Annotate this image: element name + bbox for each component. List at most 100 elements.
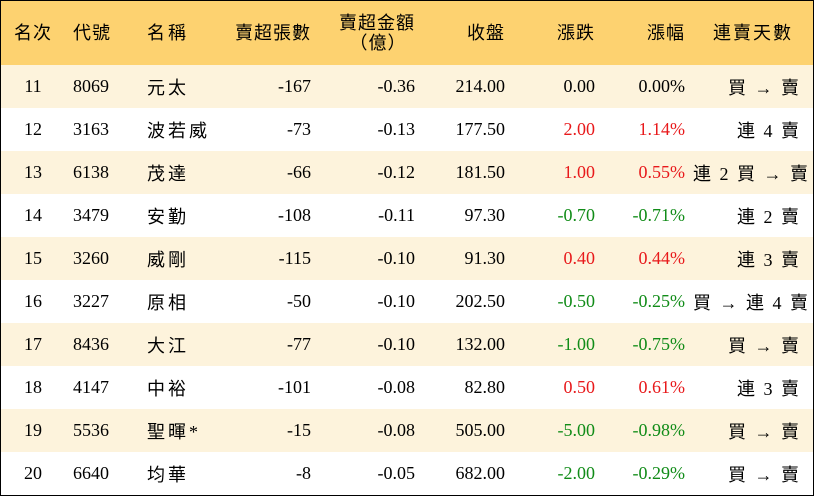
cell-net-sell-amount: -0.10 — [377, 291, 416, 311]
table-row: 20 6640 均華 -8 -0.05 682.00 -2.00 -0.29% 買 → 賣 — [1, 452, 813, 495]
table-row: 11 8069 元太 -167 -0.36 214.00 0.00 0.00% 買 → 賣 — [1, 65, 813, 108]
cell-close: 202.50 — [455, 291, 506, 311]
cell-rank: 12 — [24, 119, 42, 139]
cell-close: 82.80 — [464, 377, 506, 397]
cell-code: 8436 — [73, 334, 109, 354]
cell-streak: 買 → 連 4 賣 — [693, 292, 810, 313]
table-row: 15 3260 威剛 -115 -0.10 91.30 0.40 0.44% 連 3 賣 — [1, 237, 813, 280]
cell-change: 0.00 — [563, 76, 596, 96]
cell-streak: 連 4 賣 — [737, 120, 801, 141]
cell-change-pct: 0.00% — [638, 76, 686, 96]
cell-net-sell-lots: -167 — [278, 76, 311, 96]
cell-net-sell-lots: -15 — [287, 420, 311, 440]
header-net-sell-lots: 賣超張數 — [235, 23, 311, 43]
table-row: 17 8436 大江 -77 -0.10 132.00 -1.00 -0.75% 買 → 賣 — [1, 323, 813, 366]
cell-streak: 買 → 賣 — [728, 464, 801, 485]
cell-net-sell-amount: -0.10 — [377, 334, 416, 354]
cell-rank: 13 — [24, 162, 42, 182]
cell-net-sell-lots: -101 — [278, 377, 311, 397]
cell-close: 214.00 — [455, 76, 506, 96]
cell-change-pct: 0.44% — [638, 248, 686, 268]
cell-streak: 買 → 賣 — [728, 421, 801, 442]
cell-name: 茂達 — [147, 163, 189, 184]
cell-code: 4147 — [73, 377, 109, 397]
cell-close: 505.00 — [455, 420, 506, 440]
cell-name: 波若威 — [147, 120, 210, 141]
cell-change: 1.00 — [563, 162, 596, 182]
cell-net-sell-lots: -73 — [287, 119, 311, 139]
cell-code: 5536 — [73, 420, 109, 440]
cell-name: 元太 — [147, 77, 189, 98]
table-row: 14 3479 安勤 -108 -0.11 97.30 -0.70 -0.71% 連 2 賣 — [1, 194, 813, 237]
cell-code: 6138 — [73, 162, 109, 182]
cell-change: 0.50 — [563, 377, 596, 397]
cell-rank: 15 — [24, 248, 42, 268]
cell-change-pct: 1.14% — [638, 119, 686, 139]
cell-rank: 17 — [24, 334, 42, 354]
cell-code: 8069 — [73, 76, 109, 96]
cell-net-sell-amount: -0.11 — [378, 205, 415, 225]
cell-change-pct: -0.71% — [632, 205, 686, 225]
cell-net-sell-amount: -0.36 — [377, 76, 416, 96]
cell-net-sell-amount: -0.13 — [377, 119, 416, 139]
cell-net-sell-amount: -0.08 — [377, 420, 416, 440]
cell-close: 682.00 — [455, 463, 506, 483]
cell-code: 3163 — [73, 119, 109, 139]
cell-name: 均華 — [147, 464, 189, 485]
cell-change-pct: -0.75% — [632, 334, 686, 354]
header-rank: 名次 — [14, 23, 52, 43]
header-name: 名稱 — [147, 23, 189, 43]
cell-change: 2.00 — [563, 119, 596, 139]
cell-net-sell-lots: -8 — [296, 463, 311, 483]
cell-name: 威剛 — [147, 249, 189, 270]
table-row: 12 3163 波若威 -73 -0.13 177.50 2.00 1.14% 連 4 賣 — [1, 108, 813, 151]
header-net-sell-amount-unit: （億） — [349, 33, 407, 53]
cell-change: -0.50 — [557, 291, 596, 311]
cell-net-sell-lots: -108 — [278, 205, 311, 225]
cell-change: -5.00 — [557, 420, 596, 440]
cell-rank: 14 — [24, 205, 42, 225]
cell-net-sell-lots: -66 — [287, 162, 311, 182]
cell-code: 3260 — [73, 248, 109, 268]
header-net-sell-amount-label: 賣超金額 — [339, 13, 415, 33]
cell-name: 原相 — [147, 292, 189, 313]
cell-name: 大江 — [147, 335, 189, 356]
cell-change-pct: 0.61% — [638, 377, 686, 397]
cell-close: 177.50 — [455, 119, 506, 139]
cell-code: 6640 — [73, 463, 109, 483]
header-row: 名次 代號 名稱 賣超張數 賣超金額 （億） 收盤 漲跌 漲幅 連賣天數 — [1, 1, 813, 65]
table-body: 11 8069 元太 -167 -0.36 214.00 0.00 0.00% 買 → 賣 12 3… — [1, 65, 813, 495]
cell-rank: 19 — [24, 420, 42, 440]
table-row: 13 6138 茂達 -66 -0.12 181.50 1.00 0.55% 連 2 買 → 賣 — [1, 151, 813, 194]
header-change: 漲跌 — [557, 23, 595, 43]
cell-change: -0.70 — [557, 205, 596, 225]
header-change-pct: 漲幅 — [647, 23, 685, 43]
cell-change: -1.00 — [557, 334, 596, 354]
cell-rank: 18 — [24, 377, 42, 397]
cell-change-pct: -0.25% — [632, 291, 686, 311]
table-header: 名次 代號 名稱 賣超張數 賣超金額 （億） 收盤 漲跌 漲幅 連賣天數 — [1, 1, 813, 65]
cell-name: 中裕 — [147, 378, 189, 399]
cell-net-sell-lots: -115 — [278, 248, 311, 268]
cell-streak: 連 2 賣 — [737, 206, 801, 227]
cell-close: 181.50 — [455, 162, 506, 182]
cell-streak: 連 3 賣 — [737, 378, 801, 399]
cell-streak: 連 3 賣 — [737, 249, 801, 270]
cell-rank: 20 — [24, 463, 42, 483]
cell-change-pct: -0.98% — [632, 420, 686, 440]
cell-name: 安勤 — [147, 206, 189, 227]
table-row: 16 3227 原相 -50 -0.10 202.50 -0.50 -0.25% 買 → 連 4… — [1, 280, 813, 323]
table-row: 18 4147 中裕 -101 -0.08 82.80 0.50 0.61% 連 3 賣 — [1, 366, 813, 409]
cell-net-sell-amount: -0.12 — [377, 162, 416, 182]
cell-net-sell-amount: -0.10 — [377, 248, 416, 268]
cell-close: 97.30 — [464, 205, 506, 225]
header-close: 收盤 — [467, 23, 505, 43]
cell-streak: 連 2 買 → 賣 — [693, 163, 810, 184]
cell-code: 3479 — [73, 205, 109, 225]
cell-change-pct: 0.55% — [638, 162, 686, 182]
header-streak: 連賣天數 — [713, 23, 793, 43]
cell-close: 132.00 — [455, 334, 506, 354]
cell-rank: 11 — [24, 76, 42, 96]
